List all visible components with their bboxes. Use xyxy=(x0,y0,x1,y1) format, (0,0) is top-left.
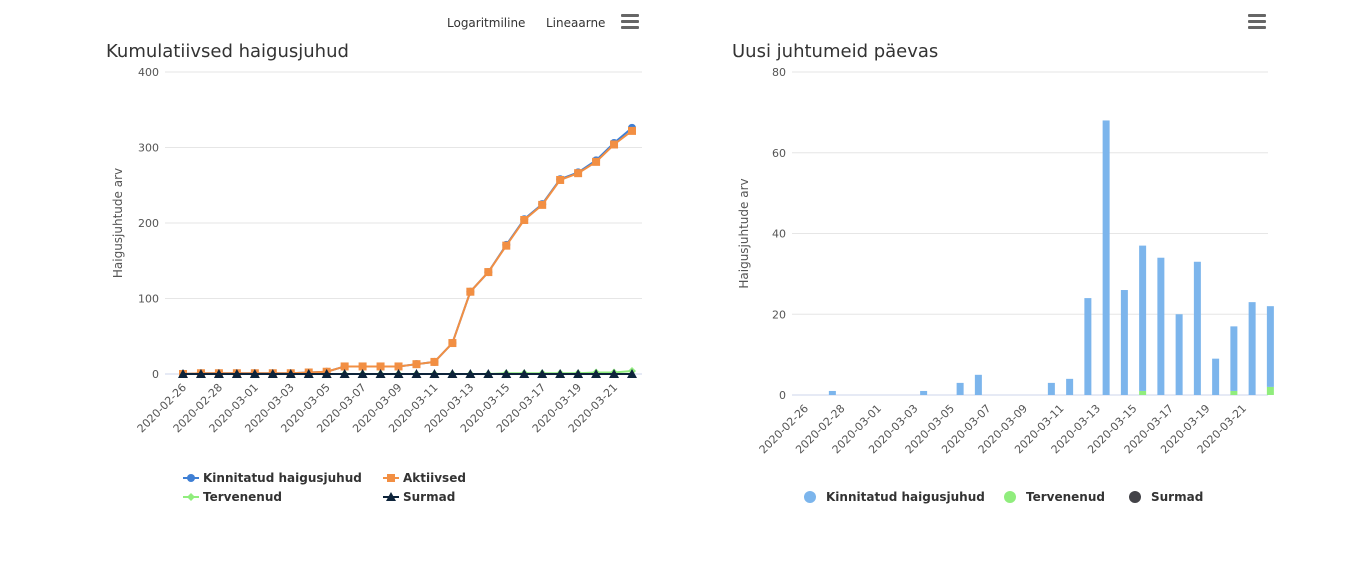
data-point xyxy=(393,369,404,378)
legend-label: Surmad xyxy=(403,490,455,504)
data-point xyxy=(411,369,422,378)
data-point xyxy=(376,362,385,371)
y-axis-title: Haigusjuhtude arv xyxy=(111,168,125,278)
legend-label: Surmad xyxy=(1151,490,1203,504)
linear-button[interactable]: Lineaarne xyxy=(546,16,605,30)
bar-segment xyxy=(1066,378,1074,395)
legend-marker xyxy=(804,491,816,503)
data-point xyxy=(447,369,458,378)
legend-label: Aktiivsed xyxy=(403,471,466,485)
bar-segment xyxy=(1266,306,1274,387)
bar-segment xyxy=(1139,390,1147,395)
data-point xyxy=(321,369,332,378)
data-point xyxy=(483,369,494,378)
legend-marker xyxy=(187,474,195,482)
data-point xyxy=(358,362,367,371)
data-point xyxy=(394,362,403,371)
data-point xyxy=(520,215,529,224)
data-point xyxy=(627,369,637,378)
y-tick-label: 300 xyxy=(138,142,159,155)
y-tick-label: 60 xyxy=(772,147,786,160)
y-tick-label: 0 xyxy=(152,368,159,381)
data-point xyxy=(537,369,548,378)
bar-segment xyxy=(1120,290,1128,395)
data-point xyxy=(231,369,242,378)
data-point xyxy=(484,268,493,277)
bar-segment xyxy=(1102,120,1110,395)
data-point xyxy=(249,369,260,378)
data-point xyxy=(429,369,440,378)
bar-segment xyxy=(1084,298,1092,395)
bar-segment xyxy=(1230,390,1238,395)
menu-icon[interactable] xyxy=(621,14,639,29)
y-tick-label: 400 xyxy=(138,66,159,79)
data-point xyxy=(591,369,602,378)
y-tick-label: 20 xyxy=(772,308,786,321)
data-point xyxy=(339,369,350,378)
data-point xyxy=(556,175,565,184)
legend-marker xyxy=(187,493,195,501)
bar-segment xyxy=(1266,386,1274,395)
chart-title: Kumulatiivsed haigusjuhud xyxy=(106,41,349,62)
data-point xyxy=(628,126,636,135)
series-line xyxy=(182,130,633,375)
bar-segment xyxy=(1248,302,1256,395)
legend-label: Kinnitatud haigusjuhud xyxy=(203,471,362,485)
data-point xyxy=(610,140,619,149)
data-point xyxy=(285,369,296,378)
bar-segment xyxy=(1157,257,1165,395)
data-point xyxy=(501,369,512,378)
data-point xyxy=(519,369,530,378)
data-point xyxy=(430,357,439,366)
y-tick-label: 100 xyxy=(138,293,159,306)
legend-marker xyxy=(387,474,395,482)
data-point xyxy=(178,369,188,378)
legend-marker xyxy=(1004,491,1016,503)
data-point xyxy=(375,369,386,378)
legend-marker xyxy=(1129,491,1141,503)
data-point xyxy=(195,369,206,378)
bar-segment xyxy=(1193,261,1201,395)
data-point xyxy=(609,369,620,378)
data-point xyxy=(574,169,583,178)
y-tick-label: 200 xyxy=(138,217,159,230)
data-point xyxy=(303,369,314,378)
data-point xyxy=(412,360,421,369)
bar-segment xyxy=(1139,245,1147,391)
data-point xyxy=(213,369,224,378)
data-point xyxy=(448,339,457,348)
bar-segment xyxy=(1175,314,1183,395)
legend-label: Tervenenud xyxy=(1026,490,1105,504)
bar-segment xyxy=(1047,382,1055,395)
data-point xyxy=(538,200,547,209)
bar-segment xyxy=(956,382,964,395)
legend-marker xyxy=(386,492,396,501)
y-axis-title: Haigusjuhtude arv xyxy=(737,178,751,288)
bar-segment xyxy=(1230,326,1238,391)
y-tick-label: 40 xyxy=(772,228,786,241)
data-point xyxy=(340,362,349,371)
bar-segment xyxy=(1212,358,1220,395)
data-point xyxy=(466,287,475,296)
data-point xyxy=(592,157,601,166)
legend-label: Tervenenud xyxy=(203,490,282,504)
bar-segment xyxy=(920,390,928,395)
data-point xyxy=(465,369,476,378)
data-point xyxy=(573,369,584,378)
bar-segment xyxy=(828,390,836,395)
legend-label: Kinnitatud haigusjuhud xyxy=(826,490,985,504)
data-point xyxy=(502,241,511,250)
log-button[interactable]: Logaritmiline xyxy=(447,16,525,30)
data-point xyxy=(555,369,566,378)
chart-title: Uusi juhtumeid päevas xyxy=(732,41,938,62)
menu-icon[interactable] xyxy=(1248,14,1266,29)
bar-segment xyxy=(974,374,982,395)
series-line xyxy=(182,127,633,375)
y-tick-label: 80 xyxy=(772,66,786,79)
data-point xyxy=(267,369,278,378)
data-point xyxy=(357,369,368,378)
y-tick-label: 0 xyxy=(779,389,786,402)
